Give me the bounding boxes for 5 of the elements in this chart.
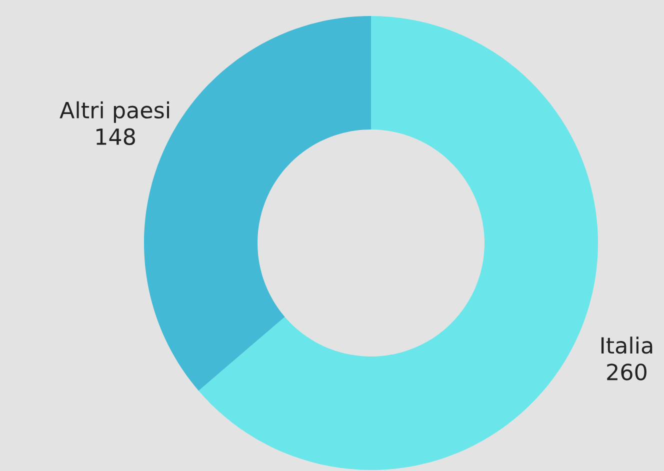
slice-label: Altri paesi [60, 101, 170, 123]
slice-label: Italia [601, 336, 652, 354]
donut-slice [198, 16, 598, 470]
data-label: 260 [607, 364, 646, 380]
data-label: 148 [96, 128, 135, 146]
